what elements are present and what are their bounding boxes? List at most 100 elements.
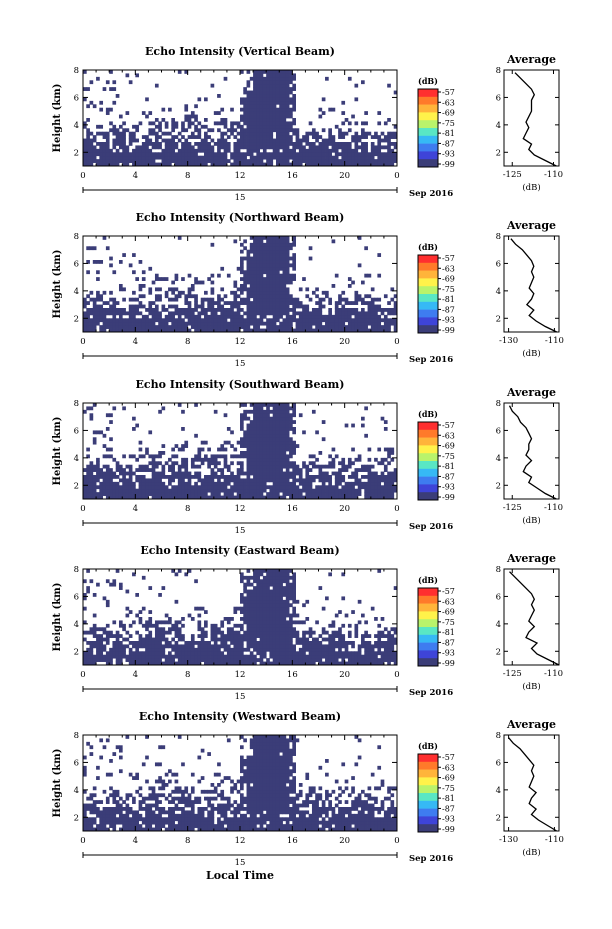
heatmap-cell bbox=[289, 492, 293, 496]
profile-title: Average bbox=[506, 386, 556, 399]
heatmap-cell bbox=[83, 145, 87, 150]
heatmap-cell bbox=[145, 447, 149, 452]
heatmap-cell bbox=[99, 308, 104, 312]
heatmap-cell bbox=[89, 152, 94, 157]
day-label: 15 bbox=[235, 359, 246, 369]
heatmap-cell bbox=[334, 654, 339, 659]
heatmap-cell bbox=[295, 325, 300, 329]
heatmap-cell bbox=[259, 420, 264, 424]
heatmap-cell bbox=[83, 651, 87, 656]
heatmap-cell bbox=[148, 325, 153, 329]
heatmap-cell bbox=[233, 148, 238, 153]
heatmap-cell bbox=[148, 152, 153, 157]
heatmap-cell bbox=[266, 142, 270, 146]
heatmap-cell bbox=[289, 111, 293, 115]
heatmap-cell bbox=[272, 284, 277, 288]
heatmap-cell bbox=[289, 423, 293, 428]
heatmap-cell bbox=[83, 304, 87, 309]
heatmap-cell bbox=[357, 481, 362, 486]
heatmap-cell bbox=[275, 301, 280, 305]
heatmap-cell bbox=[253, 454, 257, 459]
heatmap-cell bbox=[289, 297, 293, 302]
heatmap-cell bbox=[109, 328, 113, 333]
heatmap-cell bbox=[302, 304, 306, 309]
heatmap-cell bbox=[380, 318, 385, 323]
heatmap-cell bbox=[272, 325, 277, 329]
heatmap-cell bbox=[354, 325, 359, 329]
heatmap-cell bbox=[387, 471, 391, 476]
heatmap-cell bbox=[272, 97, 277, 102]
heatmap-cell bbox=[272, 311, 277, 316]
heatmap-cell bbox=[86, 325, 90, 329]
heatmap-cell bbox=[282, 492, 287, 496]
heatmap-cell bbox=[184, 444, 189, 448]
heatmap-cell bbox=[190, 647, 195, 652]
heatmap-cell bbox=[200, 148, 205, 153]
heatmap-cell bbox=[279, 70, 283, 74]
heatmap-cell bbox=[86, 162, 90, 167]
x-tick-label: 16 bbox=[287, 171, 298, 181]
heatmap-cell bbox=[168, 492, 172, 496]
heatmap-cell bbox=[132, 481, 136, 486]
heatmap-cell bbox=[259, 118, 264, 122]
heatmap-cell bbox=[282, 464, 287, 469]
heatmap-cell bbox=[158, 637, 162, 642]
heatmap-cell bbox=[272, 461, 277, 466]
heatmap-cell bbox=[105, 148, 110, 153]
heatmap-cell bbox=[253, 100, 257, 105]
heatmap-cell bbox=[370, 478, 375, 483]
heatmap-cell bbox=[102, 485, 107, 490]
heatmap-cell bbox=[367, 654, 372, 659]
heatmap-cell bbox=[112, 634, 117, 638]
heatmap-cell bbox=[262, 481, 267, 486]
heatmap-cell bbox=[148, 155, 153, 160]
heatmap-cell bbox=[125, 637, 130, 642]
heatmap-cell bbox=[151, 641, 156, 645]
heatmap-cell bbox=[262, 423, 267, 428]
heatmap-cell bbox=[308, 454, 313, 459]
heatmap-cell bbox=[122, 325, 126, 329]
heatmap-cell bbox=[204, 481, 208, 486]
heatmap-cell bbox=[321, 314, 326, 319]
heatmap-cell bbox=[256, 87, 261, 91]
heatmap-cell bbox=[177, 325, 182, 329]
heatmap-cell bbox=[184, 471, 189, 476]
heatmap-cell bbox=[262, 433, 267, 438]
heatmap-cell bbox=[289, 603, 293, 608]
heatmap-cell bbox=[115, 637, 120, 642]
heatmap-cell bbox=[246, 152, 251, 157]
heatmap-cell bbox=[249, 318, 254, 323]
heatmap-cell bbox=[361, 152, 365, 157]
heatmap-cell bbox=[194, 128, 198, 133]
heatmap-cell bbox=[96, 658, 100, 662]
heatmap-cell bbox=[328, 475, 332, 479]
heatmap-cell bbox=[374, 162, 378, 167]
heatmap-cell bbox=[122, 654, 126, 659]
heatmap-cell bbox=[256, 104, 261, 109]
heatmap-cell bbox=[83, 148, 87, 153]
heatmap-cell bbox=[256, 90, 261, 95]
heatmap-cell bbox=[125, 658, 130, 662]
profile-x-label: (dB) bbox=[522, 182, 540, 193]
heatmap-cell bbox=[200, 630, 205, 635]
heatmap-cell bbox=[357, 651, 362, 656]
heatmap-cell bbox=[354, 654, 359, 659]
heatmap-cell bbox=[272, 437, 277, 442]
heatmap-cell bbox=[200, 142, 205, 146]
heatmap-cell bbox=[115, 481, 120, 486]
heatmap-cell bbox=[289, 280, 293, 285]
heatmap-cell bbox=[135, 73, 139, 78]
colorbar-tick-label: -81 bbox=[442, 462, 455, 471]
heatmap-cell bbox=[377, 641, 382, 645]
heatmap-cell bbox=[249, 454, 254, 459]
heatmap-cell bbox=[226, 617, 231, 621]
heatmap-cell bbox=[269, 603, 274, 608]
heatmap-cell bbox=[233, 318, 238, 323]
heatmap-cell bbox=[128, 464, 133, 469]
heatmap-cell bbox=[158, 162, 162, 167]
heatmap-cell bbox=[213, 461, 218, 466]
heatmap-cell bbox=[259, 76, 264, 81]
heatmap-cell bbox=[364, 152, 368, 157]
heatmap-cell bbox=[118, 651, 123, 656]
heatmap-cell bbox=[262, 266, 267, 271]
